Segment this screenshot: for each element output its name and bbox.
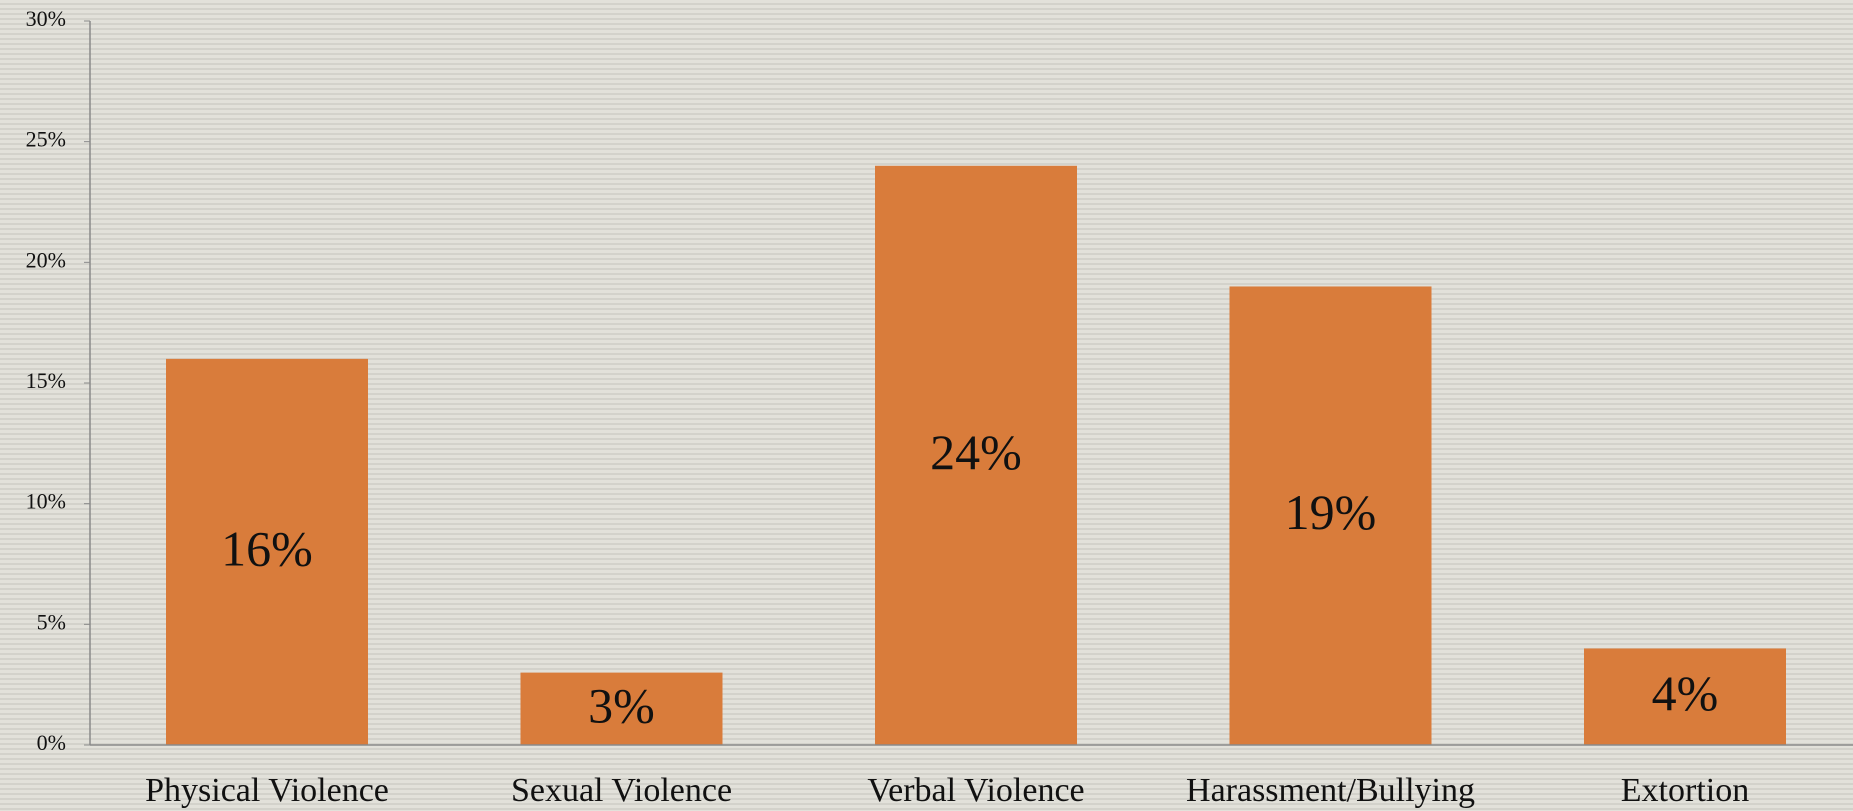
y-tick-label: 30%	[26, 6, 66, 31]
value-label: 3%	[588, 677, 655, 733]
x-tick-label: Sexual Violence	[511, 772, 732, 809]
y-tick-label: 10%	[26, 489, 66, 514]
x-tick-label: Physical Violence	[145, 772, 389, 809]
y-tick-label: 0%	[37, 730, 66, 755]
x-tick-label: Harassment/Bullying	[1186, 772, 1475, 809]
y-tick-label: 20%	[26, 247, 66, 272]
bar	[1229, 286, 1432, 745]
y-tick-label: 25%	[26, 127, 66, 152]
value-label: 4%	[1652, 665, 1719, 721]
value-label: 16%	[221, 520, 313, 576]
y-tick-label: 15%	[26, 368, 66, 393]
value-label: 24%	[930, 424, 1022, 480]
x-tick-label: Verbal Violence	[867, 772, 1084, 809]
value-label: 19%	[1285, 484, 1377, 540]
x-tick-label: Extortion	[1621, 772, 1749, 809]
bar	[166, 358, 368, 745]
bar	[520, 672, 723, 745]
bar	[875, 165, 1077, 746]
bar	[1584, 648, 1786, 745]
y-tick-label: 5%	[37, 609, 66, 634]
